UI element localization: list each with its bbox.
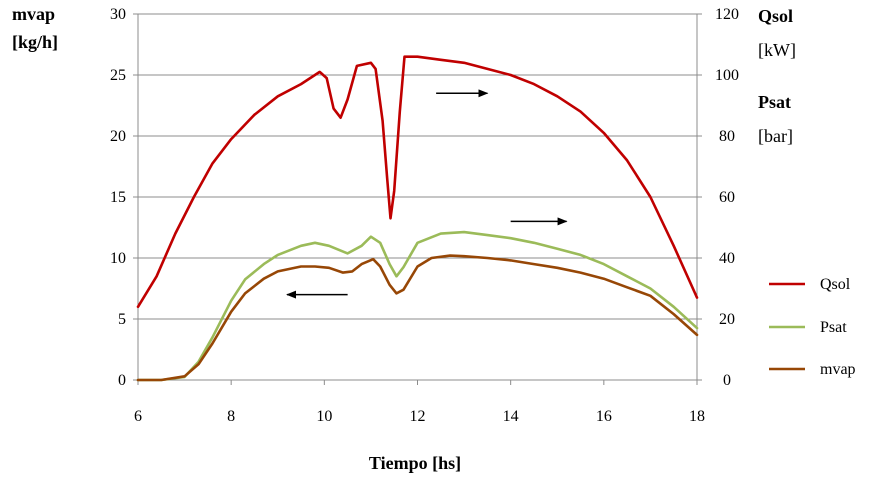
x-axis-ticks: 6 8 10 12 14 16 18 (134, 380, 705, 425)
right-tick-label: 100 (715, 67, 739, 84)
right-tick-label: 40 (719, 250, 735, 267)
left-tick-label: 25 (110, 67, 126, 84)
right-axis-unit-psat: [bar] (758, 126, 793, 146)
series-line-psat (136, 230, 699, 382)
annotation-layer (286, 89, 568, 299)
x-tick-label: 16 (596, 408, 612, 425)
right-tick-label: 60 (719, 189, 735, 206)
left-axis-ticks: 0 5 10 15 20 25 30 (110, 6, 138, 389)
x-tick-label: 10 (316, 408, 332, 425)
legend-label-qsol: Qsol (820, 276, 851, 293)
right-tick-label: 20 (719, 311, 735, 328)
x-tick-label: 8 (227, 408, 235, 425)
legend: Qsol Psat mvap (769, 276, 856, 378)
left-tick-label: 0 (118, 372, 126, 389)
right-axis-unit-qsol: [kW] (758, 40, 796, 60)
left-tick-label: 30 (110, 6, 126, 23)
left-tick-label: 10 (110, 250, 126, 267)
series-line-qsol (136, 55, 699, 309)
x-tick-label: 14 (503, 408, 519, 425)
series-layer (136, 55, 699, 382)
gridlines (138, 13, 697, 320)
x-axis-label: Tiempo [hs] (369, 453, 461, 473)
legend-label-psat: Psat (820, 319, 847, 336)
legend-label-mvap: mvap (820, 361, 856, 378)
x-tick-label: 12 (410, 408, 426, 425)
x-tick-label: 18 (689, 408, 705, 425)
right-axis-ticks: 0 20 40 60 80 100 120 (697, 6, 739, 389)
left-axis-label-line1: mvap (12, 4, 55, 24)
right-tick-label: 80 (719, 128, 735, 145)
right-tick-label: 0 (723, 372, 731, 389)
series-line-mvap (136, 254, 699, 382)
left-axis-label-line2: [kg/h] (12, 32, 58, 52)
right-axis-label-psat: Psat (758, 92, 791, 112)
left-tick-label: 15 (110, 189, 126, 206)
left-tick-label: 20 (110, 128, 126, 145)
x-tick-label: 6 (134, 408, 142, 425)
left-tick-label: 5 (118, 311, 126, 328)
right-tick-label: 120 (715, 6, 739, 23)
right-axis-label-qsol: Qsol (758, 6, 793, 26)
